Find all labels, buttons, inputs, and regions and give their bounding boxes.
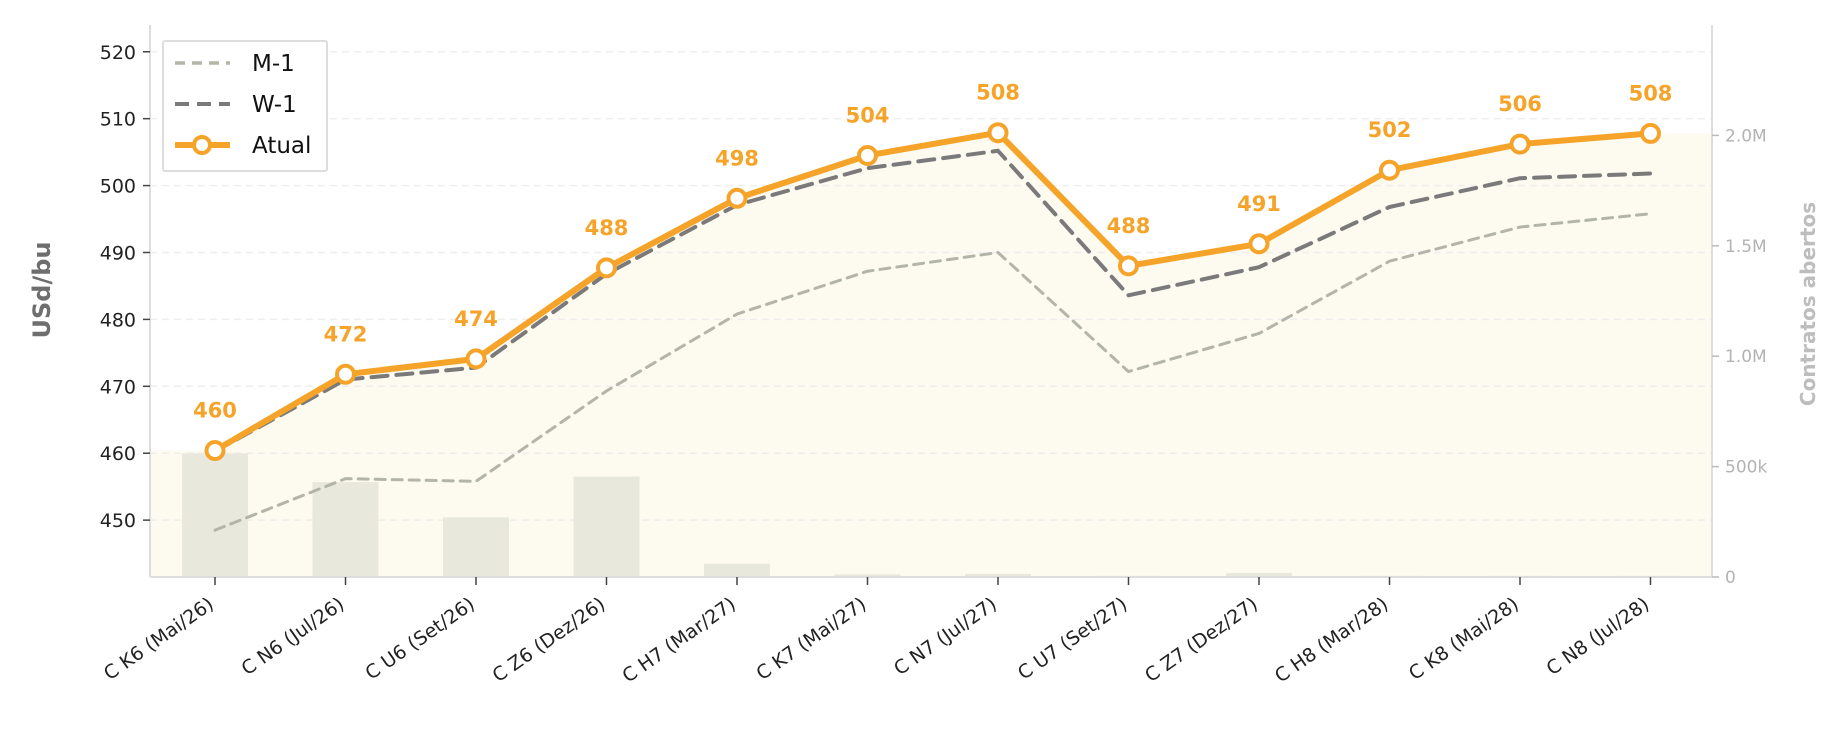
series-line-atual: [212, 129, 1654, 454]
x-tick-label-6: C N7 (Jul/27): [890, 593, 1001, 680]
data-label-5: 504: [846, 103, 890, 127]
series-line-w-1: [213, 148, 1653, 454]
y-axis-title: USd/bu: [28, 242, 56, 339]
atual-marker-1: [335, 363, 356, 385]
atual-marker-5: [857, 144, 878, 166]
data-label-0: 460: [193, 399, 237, 423]
atual-markers: [204, 122, 1661, 462]
data-label-8: 491: [1237, 192, 1281, 216]
open-interest-bar-0: [182, 453, 248, 577]
x-tick-label-3: C Z6 (Dez/26): [488, 593, 609, 687]
x-tick-label-10: C K8 (Mai/28): [1405, 593, 1523, 685]
x-tick-label-8: C Z7 (Dez/27): [1141, 593, 1262, 687]
atual-marker-9: [1379, 159, 1400, 181]
atual-marker-7: [1118, 255, 1139, 277]
open-interest-bar-4: [704, 563, 770, 577]
x-tick-label-11: C N8 (Jul/28): [1542, 593, 1653, 680]
y2-tick-label-1: 500k: [1725, 458, 1767, 478]
atual-marker-2: [465, 348, 487, 370]
series-line-m-1: [213, 212, 1652, 532]
data-label-10: 506: [1498, 92, 1542, 116]
y-tick-label-460: 460: [100, 443, 136, 465]
data-label-7: 488: [1107, 214, 1151, 238]
x-tick-label-0: C K6 (Mai/26): [100, 593, 218, 685]
y2-tick-label-3: 1.5M: [1725, 237, 1767, 257]
grid-lines: [150, 51, 1712, 521]
atual-marker-6: [987, 122, 1009, 144]
x-tick-label-5: C K7 (Mai/27): [752, 593, 870, 685]
open-interest-bar-6: [965, 573, 1031, 577]
legend-atual-label: Atual: [252, 133, 311, 159]
chart-background: [150, 132, 1712, 577]
atual-marker-3: [596, 257, 617, 279]
atual-marker-4: [726, 187, 748, 209]
y-tick-label-510: 510: [100, 109, 136, 131]
atual-marker-11: [1640, 122, 1661, 144]
x-tick-label-4: C H7 (Mar/27): [618, 593, 740, 687]
legend-w1-label: W-1: [252, 92, 297, 118]
data-label-1: 472: [324, 322, 368, 346]
open-interest-bar-8: [1226, 573, 1292, 577]
y-tick-label-480: 480: [100, 309, 136, 331]
data-labels: 460 472 474 488 498 504 508 488 491 502 506 508: [193, 81, 1672, 423]
open-interest-bars: [182, 453, 1684, 577]
open-interest-bar-3: [573, 476, 640, 577]
atual-marker-0: [204, 440, 226, 462]
open-interest-bar-2: [443, 517, 509, 577]
legend-atual-marker: [192, 135, 212, 155]
atual-marker-8: [1248, 233, 1270, 255]
x-tick-label-2: C U6 (Set/26): [361, 593, 478, 684]
data-label-3: 488: [585, 216, 629, 240]
data-label-4: 498: [715, 146, 759, 170]
open-interest-bar-1: [312, 482, 379, 577]
x-tick-label-9: C H8 (Mar/28): [1271, 593, 1393, 687]
y-tick-label-450: 450: [100, 510, 136, 532]
data-label-6: 508: [976, 81, 1020, 105]
y-tick-label-490: 490: [100, 242, 136, 264]
y2-tick-label-0: 0: [1725, 568, 1736, 588]
data-label-2: 474: [454, 307, 498, 331]
y2-tick-label-2: 1.0M: [1725, 347, 1767, 367]
atual-marker-10: [1509, 133, 1531, 155]
open-interest-bar-5: [834, 574, 901, 577]
y-tick-label-470: 470: [100, 376, 136, 398]
legend: M-1 W-1 Atual: [162, 40, 328, 172]
series-lines: [212, 129, 1654, 532]
y-tick-label-520: 520: [100, 42, 136, 64]
area-under-curve: [150, 132, 1712, 577]
y2-axis-title: Contratos abertos: [1796, 202, 1820, 406]
data-label-11: 508: [1629, 81, 1673, 105]
y-tick-label-500: 500: [100, 176, 136, 198]
x-tick-label-7: C U7 (Set/27): [1014, 593, 1131, 684]
legend-m1-label: M-1: [252, 51, 295, 77]
x-tick-label-1: C N6 (Jul/26): [237, 593, 348, 680]
data-label-9: 502: [1368, 118, 1412, 142]
y2-tick-label-4: 2.0M: [1725, 126, 1767, 146]
